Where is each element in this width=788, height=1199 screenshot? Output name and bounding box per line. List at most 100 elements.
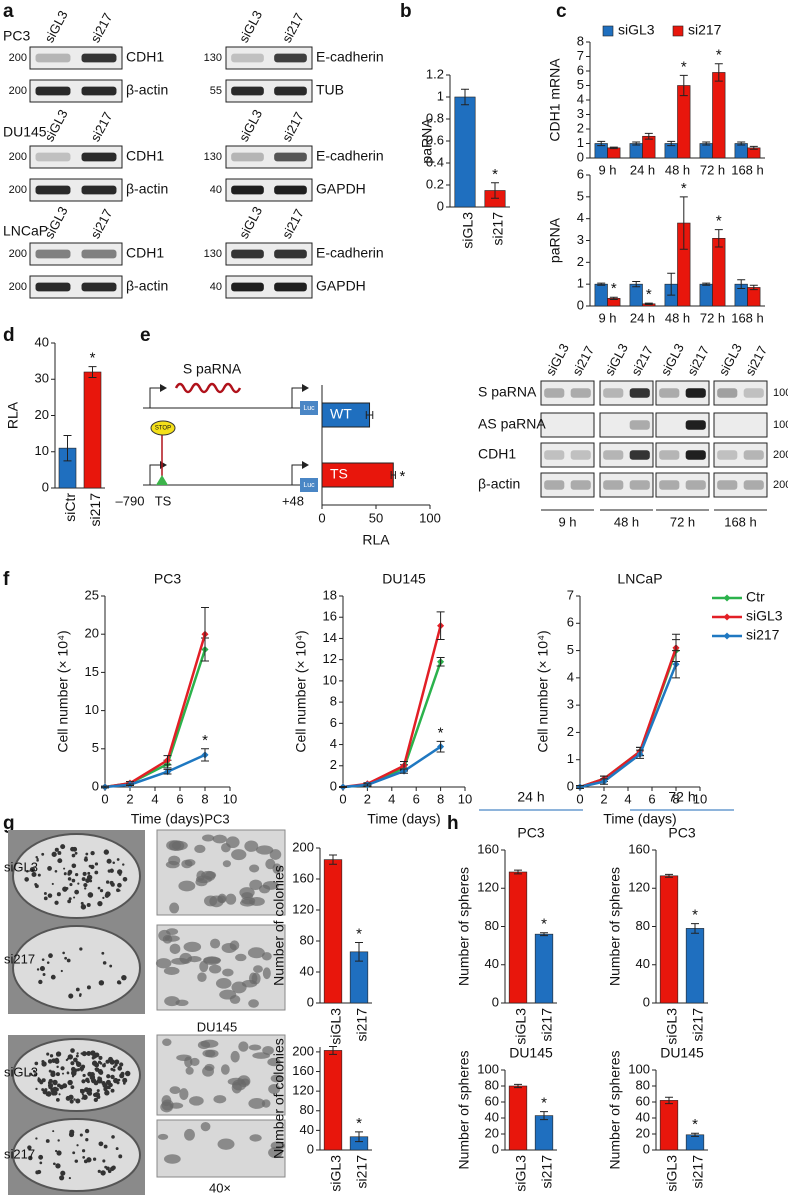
bar [677,85,691,159]
colony [32,1069,36,1073]
colony [97,1076,101,1080]
cell [164,935,180,942]
panel-letter: b [400,1,412,22]
bar [712,72,726,159]
colony [50,1071,56,1077]
x-tick-label: siCtr [62,493,78,522]
blot-band [570,480,591,490]
error-bar [400,768,408,774]
colony [48,1085,52,1090]
colony [73,1057,78,1063]
y-tick-label: 0 [307,1141,314,1156]
colony [93,1097,98,1103]
colony [63,867,66,870]
y-tick-label: 10 [85,702,99,717]
ts-triangle [156,475,168,485]
colony [68,993,74,999]
colony [86,1080,90,1084]
y-tick-label: 80 [485,918,499,933]
blot-band [231,53,264,63]
y-tick-label: 20 [485,1125,499,1140]
colony [60,1066,65,1071]
start-label: –790 [116,493,145,508]
cell [171,957,189,965]
colony [76,1144,79,1147]
y-tick-label: 5 [567,642,574,657]
colony [80,901,84,905]
colony [109,868,114,873]
y-tick-label: 0 [643,994,650,1009]
colony [97,1068,103,1075]
colony [29,866,36,873]
panel-letter: d [3,325,15,346]
cell [229,995,241,1004]
colony [71,863,77,869]
blot-strip [29,145,123,169]
y-tick-label: 16 [323,609,337,624]
panel-letter: h [447,813,459,834]
colony [68,897,72,901]
colony [82,1073,86,1078]
time-label: 72 h [670,514,695,529]
cell-line-title: DU145 [197,1019,237,1034]
y-axis-label: Number of spheres [456,1050,472,1169]
colony [69,1099,74,1104]
size-marker: 55 [210,85,222,97]
significance: * [716,213,722,230]
y-axis-label: Number of colonies [271,865,287,986]
significance: * [90,350,96,367]
axis [342,596,465,788]
blot-label: β-actin [126,82,168,98]
colony [81,1093,84,1096]
y-tick-label: 0 [437,198,444,213]
colony [106,1074,111,1079]
blot-label: β-actin [126,278,168,294]
colony [56,1150,62,1156]
cell-line-title: PC3 [204,811,229,826]
cell [202,834,215,842]
x-axis-label: RLA [362,532,390,548]
significance: * [202,732,208,749]
condition-label: si217 [4,1146,35,1161]
colony [115,1147,119,1151]
colony [58,1093,61,1096]
transcript-label: S paRNA [183,361,242,377]
chart-title: DU145 [509,1045,553,1061]
cell [255,845,274,855]
colony [72,1151,76,1155]
bar [323,1050,343,1151]
bar [629,283,643,307]
panel-letter: e [140,325,151,346]
y-axis-label: Cell number (× 10⁴) [535,630,551,752]
y-axis-label: paRNA [419,118,435,164]
lane-label: si217 [87,11,115,45]
colony [73,1098,76,1101]
lane-label: siGL3 [658,341,687,378]
size-marker: 200 [9,151,27,163]
time-label: 168 h [724,514,757,529]
error-bar [339,785,347,789]
lane-label: si217 [742,344,770,378]
line-series [579,647,678,789]
blot-band [717,388,738,398]
colony [54,900,59,905]
y-tick-label: 40 [485,1109,499,1124]
colony [56,1099,60,1102]
line-series [342,745,442,789]
colony [69,1129,75,1135]
bar [629,143,643,159]
colony [119,1062,124,1067]
y-tick-label: 2 [567,724,574,739]
y-tick-label: 3 [577,232,584,247]
blot-label: AS paRNA [478,416,546,432]
colony [78,994,82,997]
bar [607,147,621,159]
colony [117,869,123,875]
x-tick-label: 24 h [630,162,655,177]
cell [270,1074,283,1083]
blot-label: CDH1 [126,148,164,164]
colony [70,1080,73,1083]
colony [24,877,29,882]
colony [116,858,120,861]
colony [68,1176,71,1180]
